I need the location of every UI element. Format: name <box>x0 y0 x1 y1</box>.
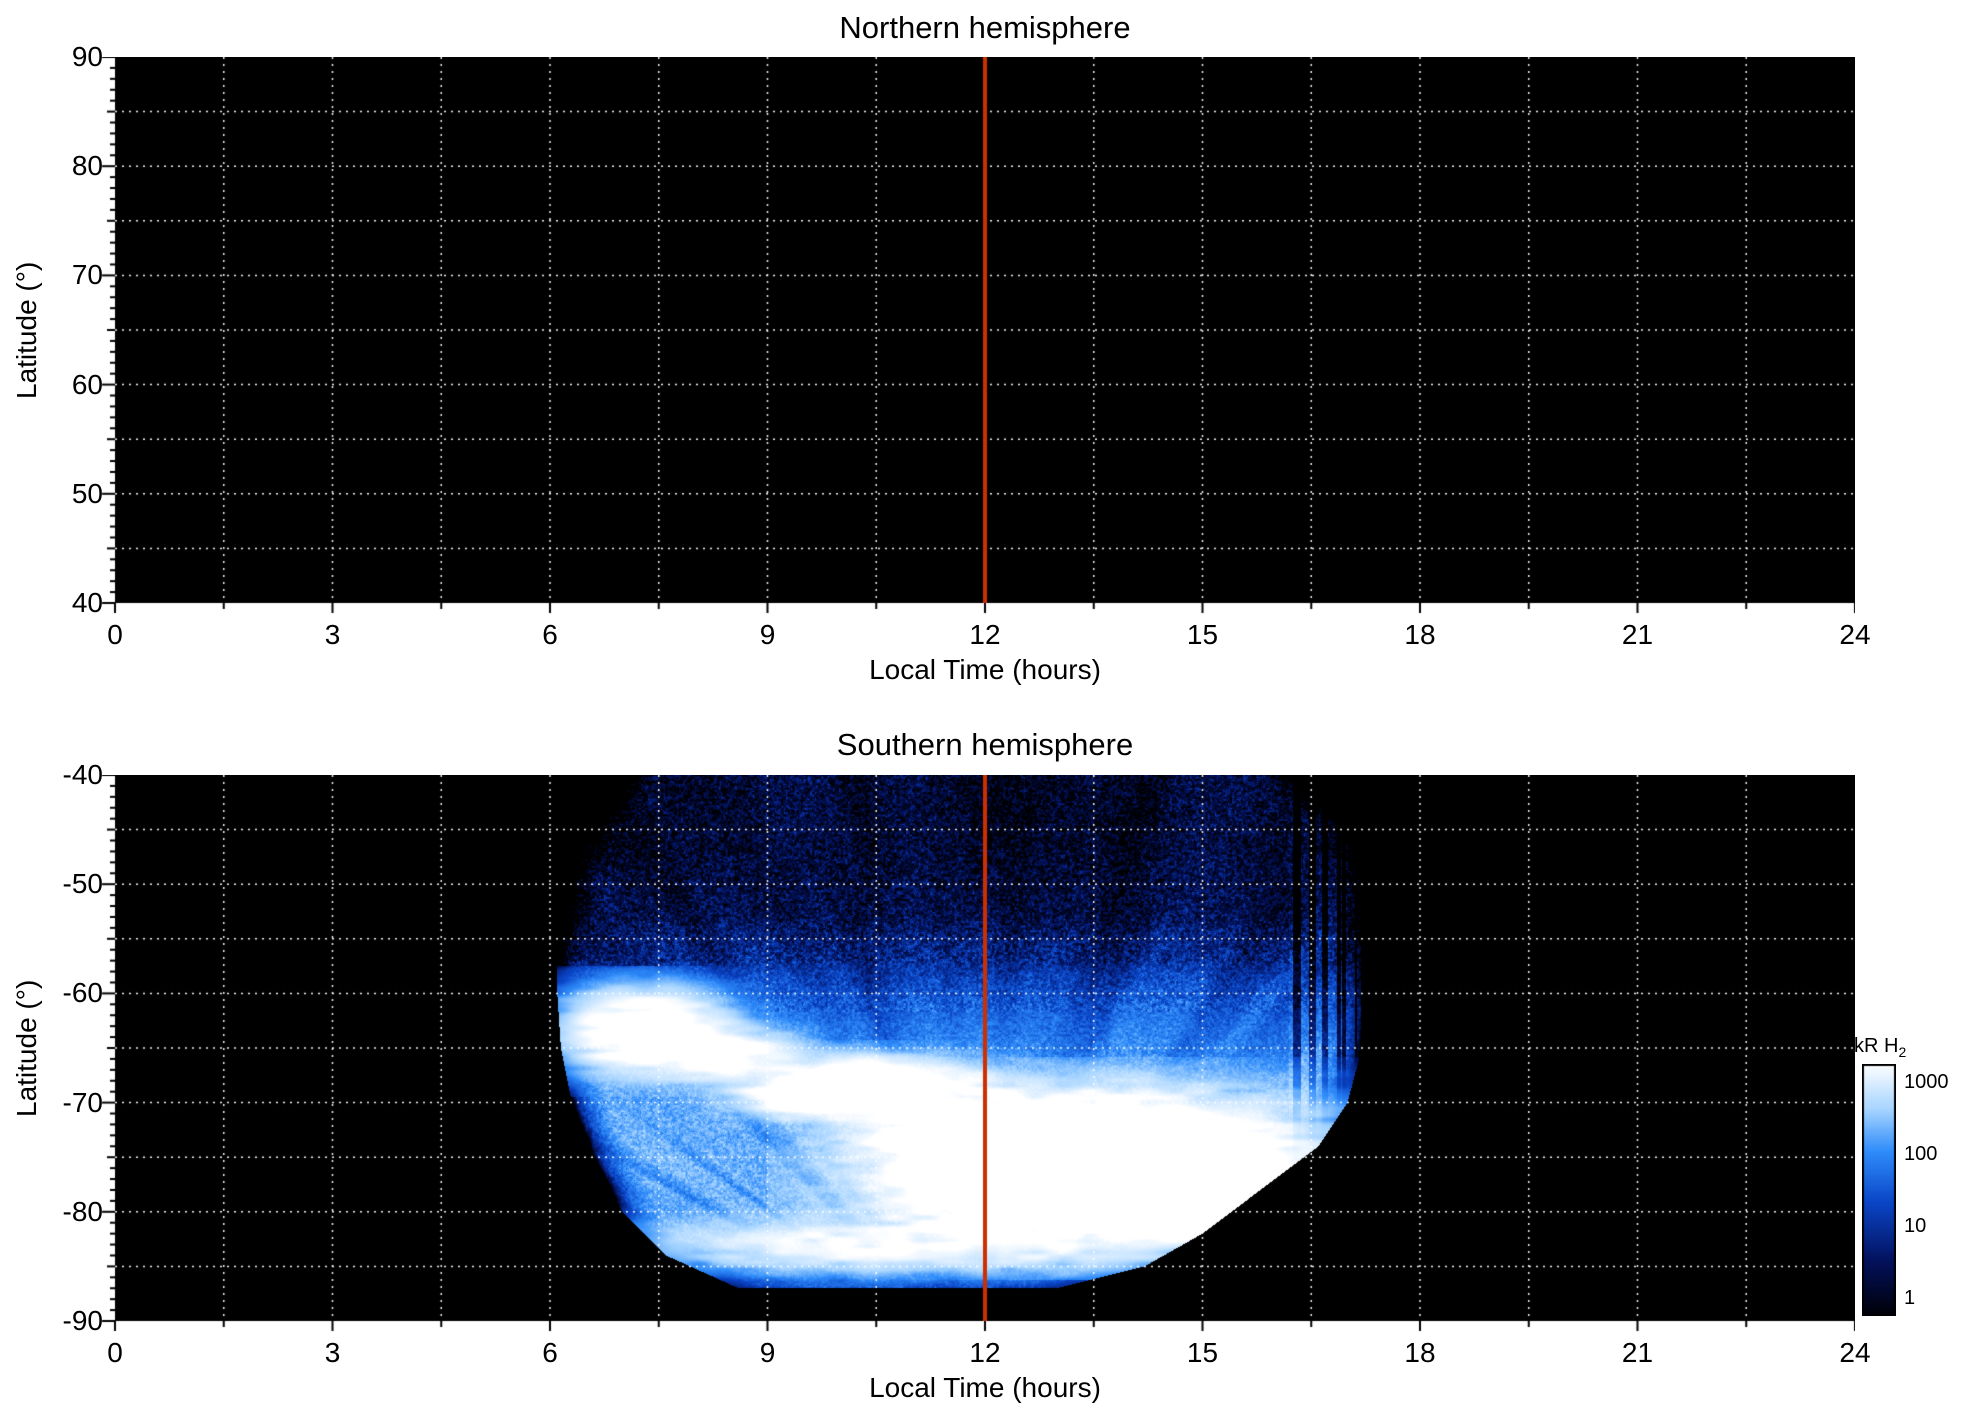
x-tick-label: 15 <box>1186 619 1219 650</box>
colorbar-title-main: kR H <box>1854 1035 1899 1057</box>
x-tick-label: 6 <box>542 619 558 650</box>
south-y-axis-label: Latitude (°) <box>11 979 42 1117</box>
colorbar-title-sub: 2 <box>1898 1044 1907 1060</box>
north-panel-title: Northern hemisphere <box>839 10 1131 45</box>
x-tick-label: 9 <box>759 1337 776 1368</box>
x-tick-label: 9 <box>759 619 776 650</box>
x-tick-label: 18 <box>1404 1337 1436 1368</box>
x-tick-label: 18 <box>1404 619 1436 650</box>
colorbar-tick-label: 100 <box>1904 1143 1938 1165</box>
colorbar-tick-label: 1 <box>1904 1287 1916 1309</box>
colorbar-title: kR H2 <box>1854 1035 1906 1060</box>
north-y-axis-label: Latitude (°) <box>11 261 42 399</box>
x-tick-label: 24 <box>1839 619 1871 650</box>
north-plot-canvas <box>97 57 1855 621</box>
x-tick-label: 0 <box>107 619 123 650</box>
colorbar-gradient <box>1862 1064 1896 1316</box>
x-tick-label: 6 <box>542 1337 558 1368</box>
x-tick-label: 3 <box>324 619 341 650</box>
x-tick-label: 3 <box>324 1337 341 1368</box>
x-tick-label: 21 <box>1621 619 1654 650</box>
colorbar-tick-label: 1000 <box>1904 1071 1949 1093</box>
south-plot-canvas <box>97 775 1855 1339</box>
x-tick-label: 15 <box>1186 1337 1219 1368</box>
x-tick-label: 24 <box>1839 1337 1871 1368</box>
south-x-axis-label: Local Time (hours) <box>869 1372 1101 1403</box>
x-tick-label: 12 <box>969 1337 1001 1368</box>
x-tick-label: 0 <box>107 1337 123 1368</box>
north-x-axis-label: Local Time (hours) <box>869 654 1101 685</box>
x-tick-label: 21 <box>1621 1337 1654 1368</box>
x-tick-label: 12 <box>969 619 1001 650</box>
colorbar-tick-label: 10 <box>1904 1215 1927 1237</box>
south-panel-title: Southern hemisphere <box>836 727 1134 762</box>
